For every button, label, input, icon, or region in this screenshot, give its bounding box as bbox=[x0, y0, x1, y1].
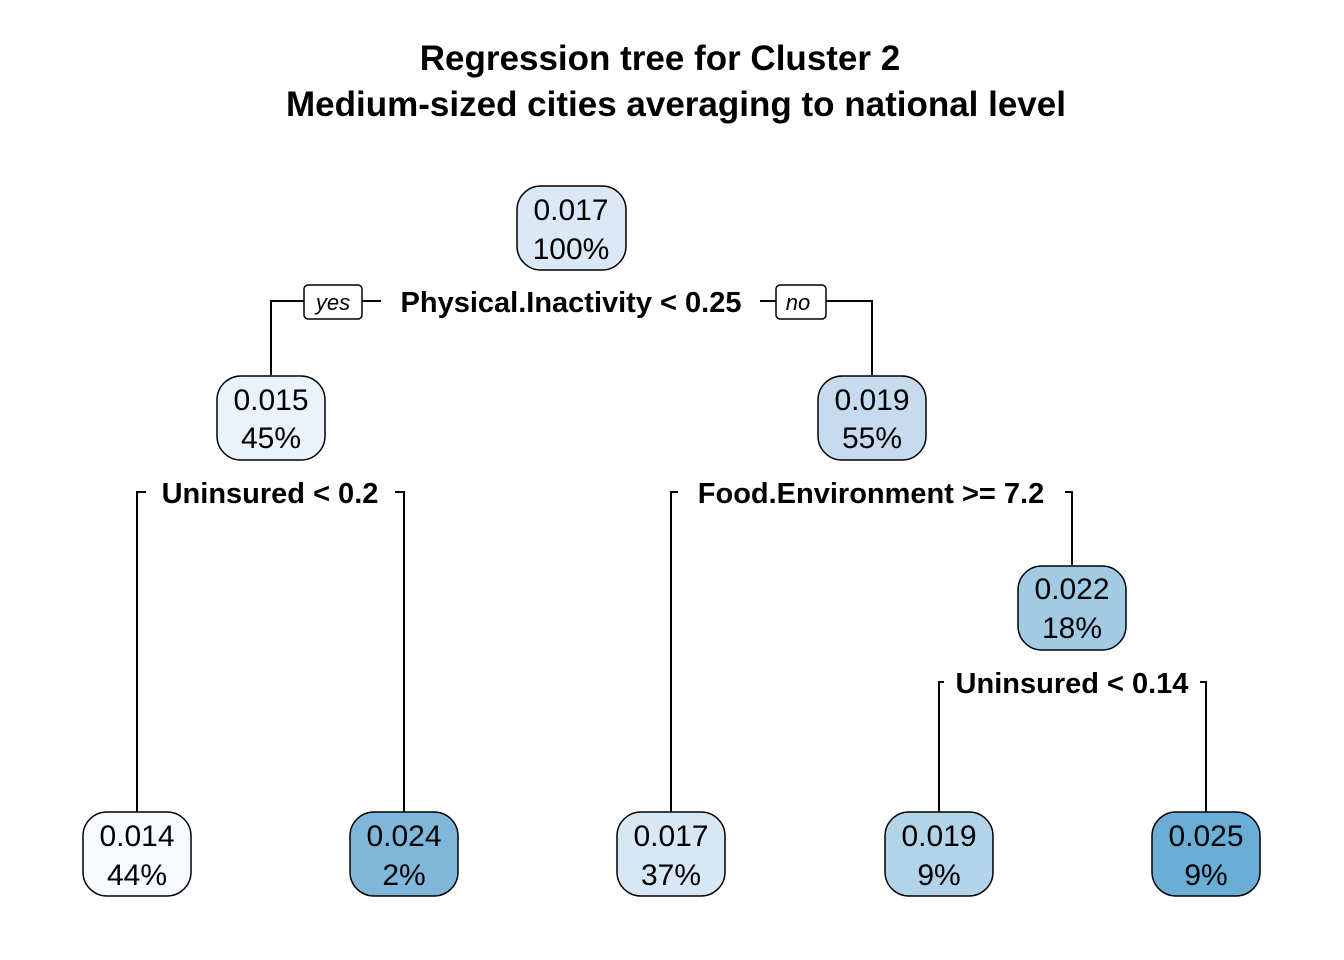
tree-node-2: 0.015 45% bbox=[216, 375, 326, 461]
tree-node-2-percent: 45% bbox=[241, 422, 301, 455]
tree-leaf-4: 0.014 44% bbox=[82, 811, 192, 897]
branch-root-no bbox=[826, 300, 873, 375]
tree-leaf-5-percent: 2% bbox=[382, 859, 425, 892]
split-label-uninsured-014: Uninsured < 0.14 bbox=[956, 668, 1189, 700]
branch-uninsured02-right bbox=[395, 491, 405, 812]
tree-node-root-value: 0.017 bbox=[533, 194, 608, 227]
tree-leaf-5-value: 0.024 bbox=[366, 820, 441, 853]
tree-leaf-4-value: 0.014 bbox=[99, 820, 174, 853]
tree-leaf-15-value: 0.025 bbox=[1168, 820, 1243, 853]
tree-node-3: 0.019 55% bbox=[817, 375, 927, 461]
no-tag: no bbox=[775, 284, 827, 320]
split-label-food-environment: Food.Environment >= 7.2 bbox=[698, 478, 1044, 510]
no-tag-box bbox=[775, 284, 827, 320]
tree-leaf-6-box bbox=[616, 811, 726, 897]
tree-leaf-15-box bbox=[1151, 811, 1261, 897]
tree-node-3-value: 0.019 bbox=[834, 384, 909, 417]
split-label-uninsured-02: Uninsured < 0.2 bbox=[162, 478, 379, 510]
tree-leaf-15: 0.025 9% bbox=[1151, 811, 1261, 897]
yes-tag: yes bbox=[303, 284, 363, 320]
no-tag-label: no bbox=[786, 290, 810, 315]
tree-node-7: 0.022 18% bbox=[1017, 565, 1127, 651]
tree-leaf-4-percent: 44% bbox=[107, 859, 167, 892]
branch-root-yes bbox=[270, 300, 304, 375]
tree-node-2-box bbox=[216, 375, 326, 461]
split-label-physical-inactivity: Physical.Inactivity < 0.25 bbox=[401, 287, 742, 319]
tree-node-3-percent: 55% bbox=[842, 422, 902, 455]
branch-food-right bbox=[1065, 491, 1073, 565]
tree-leaf-5: 0.024 2% bbox=[349, 811, 459, 897]
tree-leaf-6-value: 0.017 bbox=[633, 820, 708, 853]
branch-lines bbox=[136, 300, 1207, 812]
tree-leaf-6-percent: 37% bbox=[641, 859, 701, 892]
title-line-1: Regression tree for Cluster 2 bbox=[420, 39, 900, 78]
tree-node-7-box bbox=[1017, 565, 1127, 651]
branch-food-left bbox=[670, 491, 678, 812]
branch-uninsured014-right bbox=[1200, 681, 1207, 812]
tree-leaf-14: 0.019 9% bbox=[884, 811, 994, 897]
tree-node-7-percent: 18% bbox=[1042, 612, 1102, 645]
tree-node-3-box bbox=[817, 375, 927, 461]
tree-leaf-4-box bbox=[82, 811, 192, 897]
tree-leaf-14-percent: 9% bbox=[917, 859, 960, 892]
tree-node-root-box bbox=[516, 185, 627, 271]
branch-uninsured02-left bbox=[136, 491, 146, 812]
tree-node-root: 0.017 100% bbox=[516, 185, 627, 271]
tree-leaf-15-percent: 9% bbox=[1184, 859, 1227, 892]
tree-node-2-value: 0.015 bbox=[233, 384, 308, 417]
yes-tag-label: yes bbox=[314, 290, 350, 315]
tree-leaf-5-box bbox=[349, 811, 459, 897]
tree-leaf-14-box bbox=[884, 811, 994, 897]
tree-leaf-6: 0.017 37% bbox=[616, 811, 726, 897]
branch-uninsured014-left bbox=[938, 681, 944, 812]
yes-tag-box bbox=[303, 284, 363, 320]
tree-node-7-value: 0.022 bbox=[1034, 573, 1109, 606]
tree-node-root-percent: 100% bbox=[533, 233, 610, 266]
tree-leaf-14-value: 0.019 bbox=[901, 820, 976, 853]
title-line-2: Medium-sized cities averaging to nationa… bbox=[286, 85, 1066, 124]
